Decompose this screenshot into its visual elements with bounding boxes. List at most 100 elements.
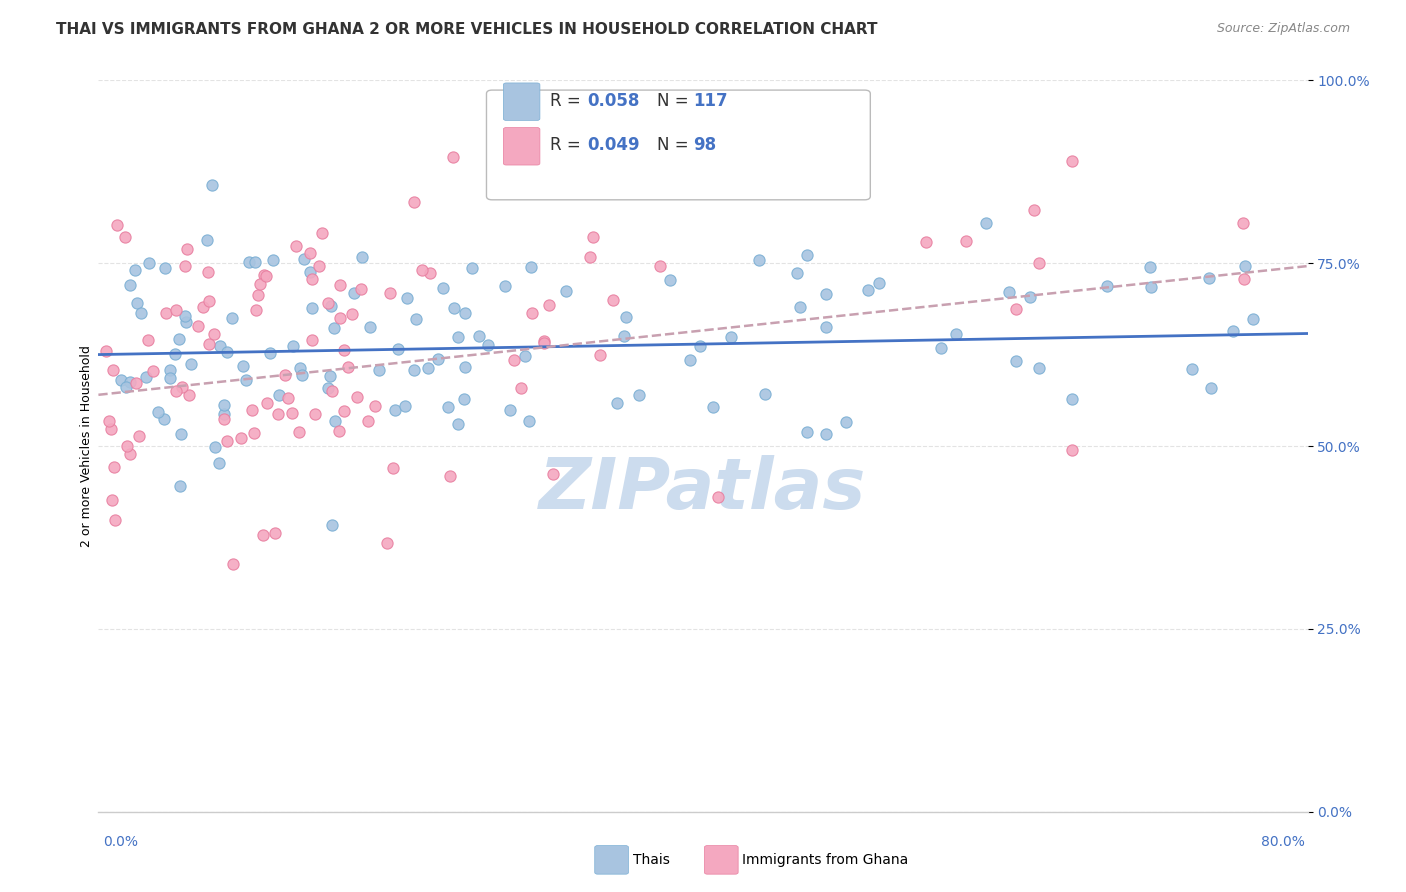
Point — [321, 518, 343, 533]
Point — [281, 406, 304, 420]
Point — [915, 235, 938, 249]
Point — [155, 305, 177, 319]
Point — [153, 411, 176, 425]
Text: R =: R = — [550, 136, 586, 154]
Point — [245, 303, 267, 318]
Point — [955, 234, 977, 248]
Point — [201, 178, 224, 193]
Point — [447, 330, 470, 344]
Point — [124, 263, 146, 277]
Point — [1028, 361, 1050, 376]
Point — [589, 348, 612, 362]
Point — [165, 302, 187, 317]
Point — [267, 388, 290, 402]
Point — [212, 412, 235, 426]
Point — [153, 260, 176, 275]
Point — [346, 390, 368, 404]
Point — [613, 328, 636, 343]
Point — [510, 381, 533, 395]
Point — [357, 414, 380, 428]
Point — [579, 250, 602, 264]
Point — [707, 490, 730, 504]
Point — [288, 361, 311, 376]
Point — [142, 364, 165, 378]
Point — [416, 361, 439, 376]
Point — [1062, 392, 1084, 406]
Point — [202, 327, 225, 342]
Point — [256, 396, 278, 410]
Point — [1232, 216, 1254, 230]
Point — [796, 248, 818, 262]
Point — [1095, 278, 1118, 293]
Point — [432, 281, 454, 295]
Text: 80.0%: 80.0% — [1261, 835, 1305, 848]
Point — [1181, 362, 1204, 376]
Point — [1241, 312, 1264, 326]
Point — [1199, 381, 1222, 395]
Point — [796, 425, 818, 440]
Point — [301, 301, 323, 315]
Point — [1022, 202, 1045, 217]
Point — [368, 363, 391, 377]
Text: Immigrants from Ghana: Immigrants from Ghana — [742, 853, 908, 867]
Point — [101, 493, 124, 508]
Point — [679, 353, 702, 368]
Point — [204, 440, 226, 454]
Point — [235, 374, 257, 388]
Point — [232, 359, 254, 373]
Point — [786, 266, 808, 280]
Point — [101, 363, 124, 377]
Point — [198, 337, 221, 351]
Point — [329, 311, 352, 326]
Point — [238, 254, 260, 268]
Point — [427, 352, 450, 367]
Point — [172, 379, 194, 393]
Point — [197, 264, 219, 278]
Point — [1233, 272, 1256, 286]
Point — [263, 525, 285, 540]
Point — [343, 285, 366, 300]
Point — [1140, 280, 1163, 294]
Point — [165, 347, 187, 361]
Text: 0.0%: 0.0% — [103, 835, 138, 848]
Point — [273, 368, 295, 383]
Point — [319, 299, 342, 313]
Point — [519, 260, 541, 275]
Point — [1234, 259, 1257, 273]
Point — [627, 387, 650, 401]
Point — [405, 312, 427, 326]
Point — [333, 343, 356, 358]
Point — [494, 278, 516, 293]
Text: 0.049: 0.049 — [588, 136, 640, 154]
Point — [197, 233, 219, 247]
Text: Thais: Thais — [633, 853, 669, 867]
Point — [284, 239, 307, 253]
Point — [114, 229, 136, 244]
Point — [332, 404, 354, 418]
Point — [253, 268, 276, 283]
Point — [252, 527, 274, 541]
Point — [384, 402, 406, 417]
Point — [810, 155, 832, 169]
Point — [404, 194, 426, 209]
Point — [340, 307, 363, 321]
Point — [118, 447, 141, 461]
Point — [319, 369, 342, 384]
Point — [538, 298, 561, 312]
Point — [689, 339, 711, 353]
Point — [443, 301, 465, 315]
Point — [187, 318, 209, 333]
Point — [454, 306, 477, 320]
Point — [222, 557, 245, 571]
Point — [395, 291, 418, 305]
Point — [336, 360, 359, 375]
Point — [115, 439, 138, 453]
Point — [243, 255, 266, 269]
Point — [191, 300, 214, 314]
Point — [304, 407, 326, 421]
Point — [815, 320, 838, 334]
Point — [215, 344, 238, 359]
Point — [404, 363, 426, 377]
Point — [555, 284, 578, 298]
Point — [169, 479, 191, 493]
